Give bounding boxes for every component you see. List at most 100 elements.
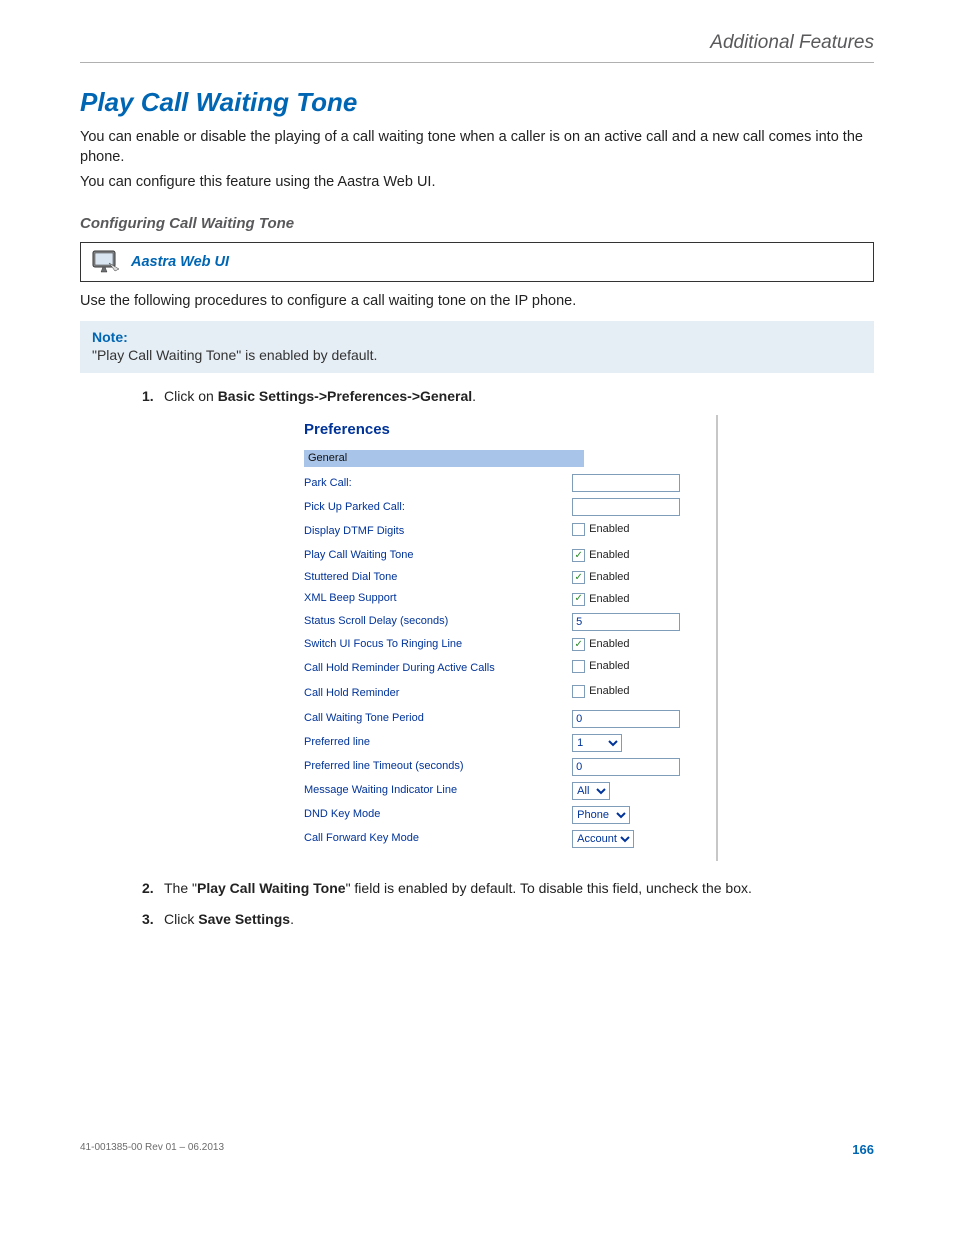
monitor-icon: [91, 249, 121, 275]
step-bold: Play Call Waiting Tone: [197, 880, 346, 896]
page-title: Play Call Waiting Tone: [80, 87, 874, 118]
step-3: 3. Click Save Settings.: [164, 910, 874, 930]
checkbox-box: ✓: [572, 571, 585, 584]
prefs-row-label: Call Hold Reminder During Active Calls: [304, 656, 572, 682]
checkbox-label: Enabled: [589, 637, 629, 652]
prefs-row-control: Phone: [572, 803, 702, 827]
checkbox[interactable]: Enabled: [572, 659, 629, 674]
checkbox[interactable]: ✓ Enabled: [572, 548, 629, 563]
prefs-row-label: DND Key Mode: [304, 803, 572, 827]
note-text: "Play Call Waiting Tone" is enabled by d…: [92, 347, 862, 363]
page-number: 166: [852, 1142, 874, 1157]
prefs-row: Call Hold Reminder Enabled: [304, 681, 702, 707]
text-input[interactable]: [572, 758, 680, 776]
text-input[interactable]: [572, 474, 680, 492]
step-text: Click on: [164, 388, 218, 404]
checkbox-box: ✓: [572, 593, 585, 606]
prefs-row: Call Hold Reminder During Active Calls En…: [304, 656, 702, 682]
prefs-row-label: Status Scroll Delay (seconds): [304, 610, 572, 634]
checkbox-label: Enabled: [589, 570, 629, 585]
step-text-end: .: [290, 911, 294, 927]
prefs-title: Preferences: [304, 419, 702, 440]
doc-id: 41-001385-00 Rev 01 – 06.2013: [80, 1142, 224, 1157]
webui-label: Aastra Web UI: [131, 254, 229, 270]
checkbox-label: Enabled: [589, 548, 629, 563]
prefs-table: Park Call:Pick Up Parked Call:Display DT…: [304, 471, 702, 851]
page-footer: 41-001385-00 Rev 01 – 06.2013 166: [80, 1142, 874, 1157]
checkbox[interactable]: ✓ Enabled: [572, 570, 629, 585]
prefs-row: Park Call:: [304, 471, 702, 495]
prefs-row: DND Key ModePhone: [304, 803, 702, 827]
prefs-row: Pick Up Parked Call:: [304, 495, 702, 519]
prefs-row: Display DTMF Digits Enabled: [304, 519, 702, 545]
prefs-row-control: Enabled: [572, 681, 702, 707]
prefs-row-control: ✓ Enabled: [572, 567, 702, 589]
step-bold: Basic Settings->Preferences->General: [218, 388, 472, 404]
prefs-row-label: Preferred line: [304, 731, 572, 755]
preferences-screenshot: Preferences General Park Call:Pick Up Pa…: [298, 415, 718, 861]
prefs-row-label: Call Hold Reminder: [304, 681, 572, 707]
select-input[interactable]: Phone: [572, 806, 630, 824]
prefs-row-control: [572, 610, 702, 634]
checkbox-box: [572, 660, 585, 673]
prefs-row-control: 1: [572, 731, 702, 755]
prefs-row-control: Enabled: [572, 656, 702, 682]
prefs-row-control: [572, 495, 702, 519]
intro-paragraph-1: You can enable or disable the playing of…: [80, 128, 874, 167]
text-input[interactable]: [572, 710, 680, 728]
prefs-row-control: Account: [572, 827, 702, 851]
text-input[interactable]: [572, 498, 680, 516]
checkbox[interactable]: Enabled: [572, 522, 629, 537]
prefs-row-control: [572, 755, 702, 779]
prefs-row-label: Display DTMF Digits: [304, 519, 572, 545]
prefs-row-label: Message Waiting Indicator Line: [304, 779, 572, 803]
intro-paragraph-2: You can configure this feature using the…: [80, 173, 874, 193]
text-input[interactable]: [572, 613, 680, 631]
webui-bar: Aastra Web UI: [80, 242, 874, 282]
prefs-row-label: Park Call:: [304, 471, 572, 495]
checkbox-box: ✓: [572, 638, 585, 651]
step-text: Click: [164, 911, 198, 927]
select-input[interactable]: Account: [572, 830, 634, 848]
step-number: 3.: [142, 910, 154, 930]
prefs-row-control: All: [572, 779, 702, 803]
prefs-row-label: Stuttered Dial Tone: [304, 567, 572, 589]
prefs-row-label: Pick Up Parked Call:: [304, 495, 572, 519]
running-head: Additional Features: [80, 32, 874, 63]
prefs-row-label: Call Forward Key Mode: [304, 827, 572, 851]
procedure-intro: Use the following procedures to configur…: [80, 292, 874, 312]
checkbox-box: ✓: [572, 549, 585, 562]
step-number: 1.: [142, 387, 154, 407]
prefs-row: Preferred line Timeout (seconds): [304, 755, 702, 779]
step-number: 2.: [142, 879, 154, 899]
prefs-row-control: Enabled: [572, 519, 702, 545]
step-text-end: " field is enabled by default. To disabl…: [346, 880, 752, 896]
select-input[interactable]: 1: [572, 734, 622, 752]
prefs-row: Switch UI Focus To Ringing Line✓Enabled: [304, 634, 702, 656]
subheading: Configuring Call Waiting Tone: [80, 215, 874, 232]
prefs-row-control: [572, 707, 702, 731]
checkbox-label: Enabled: [589, 522, 629, 537]
step-bold: Save Settings: [198, 911, 290, 927]
select-input[interactable]: All: [572, 782, 610, 800]
checkbox-label: Enabled: [589, 592, 629, 607]
prefs-row-label: XML Beep Support: [304, 588, 572, 610]
prefs-row-control: ✓ Enabled: [572, 545, 702, 567]
checkbox-label: Enabled: [589, 684, 629, 699]
prefs-row: Call Waiting Tone Period: [304, 707, 702, 731]
note-label: Note:: [92, 329, 862, 345]
prefs-row-control: [572, 471, 702, 495]
checkbox[interactable]: ✓ Enabled: [572, 637, 629, 652]
prefs-section-header: General: [304, 450, 584, 467]
prefs-row-label: Play Call Waiting Tone: [304, 545, 572, 567]
prefs-row: Call Forward Key ModeAccount: [304, 827, 702, 851]
step-1: 1. Click on Basic Settings->Preferences-…: [164, 387, 874, 861]
checkbox[interactable]: ✓ Enabled: [572, 592, 629, 607]
prefs-row-control: ✓ Enabled: [572, 588, 702, 610]
prefs-row: Status Scroll Delay (seconds): [304, 610, 702, 634]
step-text: The ": [164, 880, 197, 896]
prefs-row: Preferred line1: [304, 731, 702, 755]
checkbox[interactable]: Enabled: [572, 684, 629, 699]
checkbox-label: Enabled: [589, 659, 629, 674]
steps-list: 1. Click on Basic Settings->Preferences-…: [80, 387, 874, 930]
